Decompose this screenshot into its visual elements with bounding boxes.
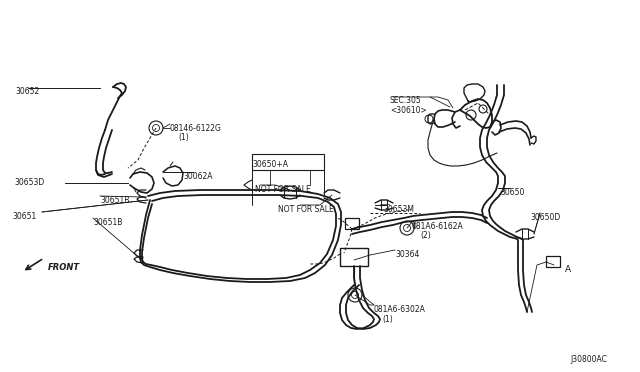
Text: A: A	[565, 265, 571, 274]
Text: J30800AC: J30800AC	[570, 355, 607, 364]
Text: FRONT: FRONT	[48, 263, 80, 272]
Text: 30062A: 30062A	[183, 172, 212, 181]
Text: 081A6-6302A: 081A6-6302A	[374, 305, 426, 314]
Text: 30651B: 30651B	[100, 196, 129, 205]
Text: 30650: 30650	[500, 188, 524, 197]
Text: SEC.305: SEC.305	[390, 96, 422, 105]
Text: 30653M: 30653M	[383, 205, 414, 214]
Text: 30651B: 30651B	[93, 218, 122, 227]
Text: 30652: 30652	[15, 87, 39, 96]
Text: 08146-6122G: 08146-6122G	[170, 124, 222, 133]
Text: 30651: 30651	[12, 212, 36, 221]
Text: (2): (2)	[420, 231, 431, 240]
Text: 081A6-6162A: 081A6-6162A	[412, 222, 464, 231]
Text: 30364: 30364	[395, 250, 419, 259]
Text: NOT FOR SALE: NOT FOR SALE	[255, 185, 311, 194]
Text: 30650+A: 30650+A	[252, 160, 288, 169]
Bar	[252, 154, 324, 170]
Text: (1): (1)	[382, 315, 393, 324]
Text: <30610>: <30610>	[390, 106, 427, 115]
Text: 30653D: 30653D	[14, 178, 44, 187]
Text: NOT FOR SALE: NOT FOR SALE	[278, 205, 333, 214]
Bar	[546, 256, 560, 267]
Bar	[345, 218, 359, 229]
Bar	[340, 248, 368, 266]
Text: (1): (1)	[178, 133, 189, 142]
Text: 30650D: 30650D	[530, 213, 560, 222]
